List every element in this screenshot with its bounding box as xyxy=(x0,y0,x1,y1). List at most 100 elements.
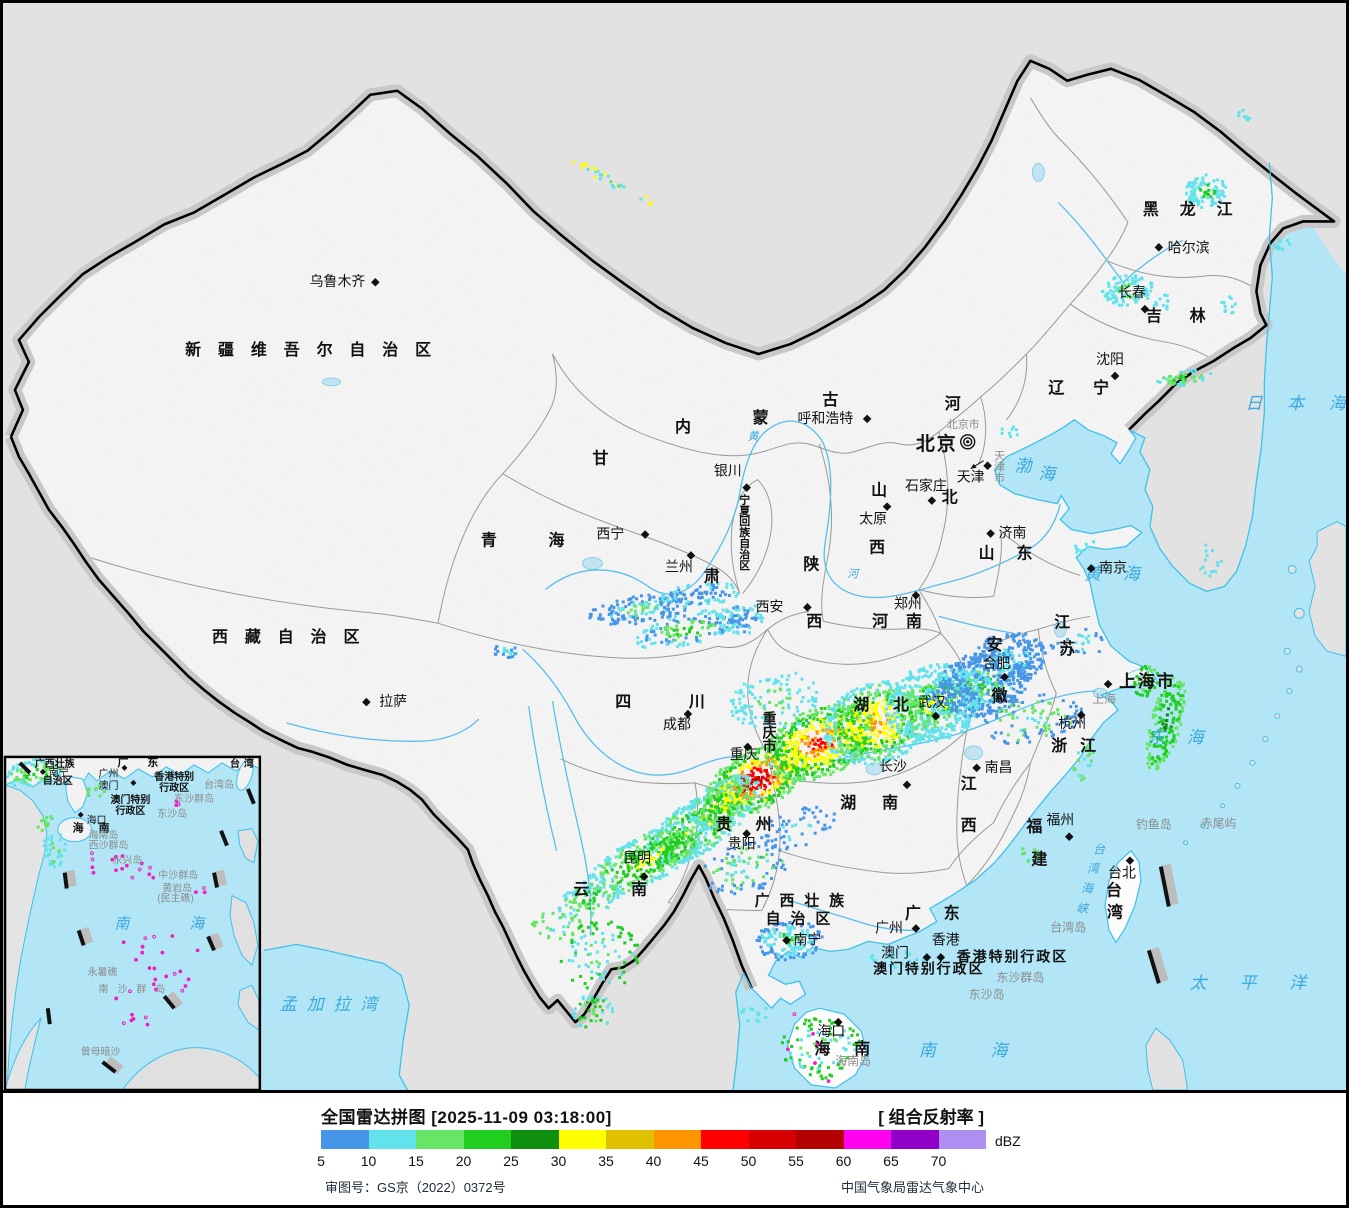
province-label: 湾 xyxy=(1107,902,1123,921)
city-label: 石家庄 xyxy=(905,478,947,494)
inset-city-label: 海口 xyxy=(87,814,107,827)
sea-label: 台 xyxy=(1093,843,1106,857)
sea-label: 黄 xyxy=(748,430,760,443)
city-marker-icon xyxy=(782,936,791,945)
province-boundaries xyxy=(57,97,1260,911)
inset-island-label: 东沙群岛 xyxy=(174,792,214,805)
province-label: 重庆市 xyxy=(762,710,778,754)
province-label: 西 xyxy=(961,817,977,835)
city-marker-icon xyxy=(911,591,921,600)
inset-island-label: 黄岩岛 xyxy=(162,882,192,895)
province-label: 广东 xyxy=(905,903,983,922)
city-marker-icon xyxy=(743,742,752,752)
province-label: 黑龙江 xyxy=(1143,199,1253,218)
island-label: 海南岛 xyxy=(835,1053,871,1068)
city-label: 乌鲁木齐 xyxy=(310,273,366,289)
province-label: 山 xyxy=(871,482,887,500)
reflectivity-colorbar xyxy=(321,1130,986,1149)
city-label: 台北 xyxy=(1108,865,1136,881)
city-label: 南京 xyxy=(1099,559,1127,575)
inset-region-label: 海 南 xyxy=(73,821,116,835)
unit-label: dBZ xyxy=(995,1133,1021,1149)
colorbar-tick: 25 xyxy=(503,1153,519,1169)
province-label: 内 xyxy=(675,417,691,436)
city-marker-icon xyxy=(833,1017,843,1027)
inset-region-label: 行政区 xyxy=(158,781,189,794)
colorbar-segment xyxy=(321,1130,369,1149)
colorbar-segment xyxy=(748,1130,796,1149)
inset-region-label: 广西壮族 xyxy=(35,757,76,770)
city-label: 郑州 xyxy=(894,595,922,611)
inset-city-label: 南宁 xyxy=(49,766,69,779)
inset-island-label: 永兴岛 xyxy=(113,854,143,867)
city-label: 兰州 xyxy=(665,558,693,574)
colorbar-tick: 45 xyxy=(693,1153,709,1169)
product-name: [ 组合反射率 ] xyxy=(878,1108,984,1127)
province-label: 吉林 xyxy=(1146,306,1234,325)
sea-label: 日本海 xyxy=(1245,394,1346,413)
city-marker-icon xyxy=(936,953,946,962)
province-label: 苏 xyxy=(1059,639,1075,658)
inset-island-label: 西沙群岛 xyxy=(89,839,129,852)
colorbar-ticks: 5 10 15 20 25 30 35 40 45 50 55 60 65 70 xyxy=(3,1153,1346,1169)
city-marker-icon xyxy=(640,530,650,539)
city-label: 呼和浩特 xyxy=(797,410,853,426)
province-label: 陕 xyxy=(803,554,819,573)
province-label: 澳门特别行政区 xyxy=(873,960,984,976)
city-label: 长沙 xyxy=(879,758,907,774)
city-label: 南宁 xyxy=(793,931,821,947)
inset-region-label: 台湾 xyxy=(230,757,258,770)
city-label: 昆明 xyxy=(623,850,651,866)
sea-labels: 日本海渤海黄海东海南海太平洋孟加拉湾台湾海峡黄河 xyxy=(280,394,1346,1060)
inset-island-label: 东沙岛 xyxy=(157,807,187,820)
colorbar-tick: 50 xyxy=(740,1153,757,1169)
china-radar-map: 日本海渤海黄海东海南海太平洋孟加拉湾台湾海峡黄河 新疆维吾尔自治区西藏自治区青海… xyxy=(3,3,1346,1090)
colorbar-tick: 40 xyxy=(645,1153,662,1169)
city-labels: 乌鲁木齐拉萨西宁兰州银川呼和浩特西安太原石家庄济南郑州合肥南京杭州南昌福州台北武… xyxy=(310,239,1210,1039)
province-label: 河南 xyxy=(872,611,940,630)
city-label: 澳门 xyxy=(881,944,909,960)
colorbar-segment xyxy=(368,1130,416,1149)
colorbar-tick: 65 xyxy=(883,1153,899,1169)
province-label: 江 xyxy=(961,775,977,793)
province-label: 辽宁 xyxy=(1048,378,1138,397)
colorbar-segment xyxy=(558,1130,606,1149)
sea-label: 南海 xyxy=(919,1041,1062,1060)
inset-island-label: 中沙群岛 xyxy=(158,869,198,882)
province-label: 湖南 xyxy=(840,793,924,812)
city-marker-icon xyxy=(986,529,995,538)
province-label: 甘 xyxy=(592,450,608,468)
sea-label: 渤 xyxy=(1014,457,1033,476)
colorbar-segment xyxy=(843,1130,891,1149)
colorbar-segment xyxy=(938,1130,986,1149)
inset-city-label: 澳门 xyxy=(99,779,119,792)
island-label: 赤尾屿 xyxy=(1201,817,1237,831)
colorbar-tick: 60 xyxy=(835,1153,852,1169)
city-label: 长春 xyxy=(1118,284,1146,300)
city-marker-icon xyxy=(1110,371,1120,381)
city-marker-icon xyxy=(1086,564,1096,573)
city-label: 天津 xyxy=(957,469,985,485)
inset-region-label: 香港特别 xyxy=(154,770,194,783)
island-label: 上海 xyxy=(1092,691,1116,706)
national-borders xyxy=(4,54,1341,1090)
city-marker-icon xyxy=(902,780,912,790)
inset-island-label: 曾母暗沙 xyxy=(81,1045,121,1058)
city-marker-icon xyxy=(1125,856,1135,865)
province-label: 新疆维吾尔自治区 xyxy=(185,340,448,359)
city-marker-icon xyxy=(1140,304,1150,314)
city-marker-icon xyxy=(927,496,937,505)
province-label: 肃 xyxy=(704,567,720,585)
colorbar-tick: 55 xyxy=(788,1153,804,1169)
city-marker-icon xyxy=(639,872,649,881)
sea-label: 海 xyxy=(1038,465,1057,484)
inset-island-label: 台湾岛 xyxy=(204,778,234,791)
city-label: 银川 xyxy=(714,463,742,479)
province-label: 山东 xyxy=(979,543,1055,562)
city-marker-icon xyxy=(803,603,812,612)
radar-echoes xyxy=(493,108,1292,1081)
city-label: 西宁 xyxy=(596,526,624,542)
colorbar-tick: 70 xyxy=(930,1153,947,1169)
province-label: 古 xyxy=(822,390,838,409)
province-label: 海南 xyxy=(814,1039,894,1058)
